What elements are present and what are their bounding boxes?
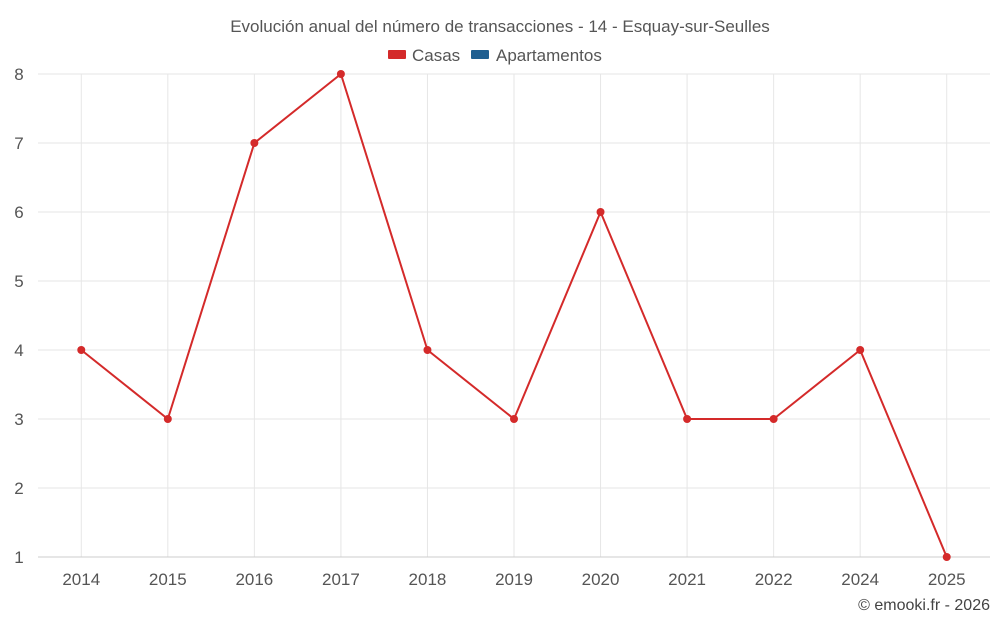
y-tick-label: 6 — [14, 203, 23, 222]
legend-item-apartamentos[interactable]: Apartamentos — [471, 46, 602, 65]
x-tick-label: 2018 — [409, 570, 447, 589]
y-tick-label: 7 — [14, 134, 23, 153]
legend-label-apartamentos: Apartamentos — [496, 46, 602, 65]
legend-label-casas: Casas — [412, 46, 460, 65]
data-point-2025[interactable] — [942, 553, 951, 561]
data-point-2016[interactable] — [250, 139, 259, 147]
y-tick-label: 4 — [14, 341, 23, 360]
data-point-2018[interactable] — [423, 346, 432, 354]
data-point-2024[interactable] — [856, 346, 865, 354]
data-point-2020[interactable] — [596, 208, 605, 216]
series-casas — [77, 70, 951, 561]
data-point-2022[interactable] — [769, 415, 778, 423]
x-axis-ticks: 2014 2015 2016 2017 2018 2019 2020 2021 2022 2024… — [62, 570, 965, 589]
y-tick-label: 2 — [14, 479, 23, 498]
x-tick-label: 2020 — [582, 570, 620, 589]
chart-title: Evolución anual del número de transaccio… — [230, 17, 770, 36]
data-point-2014[interactable] — [77, 346, 86, 354]
legend-swatch-casas — [388, 50, 406, 59]
x-tick-label: 2022 — [755, 570, 793, 589]
x-tick-label: 2019 — [495, 570, 533, 589]
y-tick-label: 5 — [14, 272, 23, 291]
legend: Casas Apartamentos — [388, 46, 602, 65]
data-point-2015[interactable] — [163, 415, 172, 423]
data-point-2017[interactable] — [336, 70, 345, 78]
legend-item-casas[interactable]: Casas — [388, 46, 460, 65]
y-tick-label: 8 — [14, 65, 23, 84]
x-tick-label: 2024 — [841, 570, 879, 589]
x-tick-label: 2017 — [322, 570, 360, 589]
x-tick-label: 2015 — [149, 570, 187, 589]
legend-swatch-apartamentos — [471, 50, 489, 59]
y-axis-ticks: 1 2 3 4 5 6 7 8 — [14, 65, 23, 567]
data-point-2019[interactable] — [510, 415, 518, 423]
y-tick-label: 1 — [14, 548, 23, 567]
credit-text: © emooki.fr - 2026 — [858, 597, 990, 614]
x-tick-label: 2025 — [928, 570, 966, 589]
x-tick-label: 2014 — [62, 570, 100, 589]
data-point-2021[interactable] — [683, 415, 692, 423]
grid — [38, 73, 990, 557]
x-tick-label: 2016 — [235, 570, 273, 589]
y-tick-label: 3 — [14, 410, 23, 429]
x-tick-label: 2021 — [668, 570, 706, 589]
